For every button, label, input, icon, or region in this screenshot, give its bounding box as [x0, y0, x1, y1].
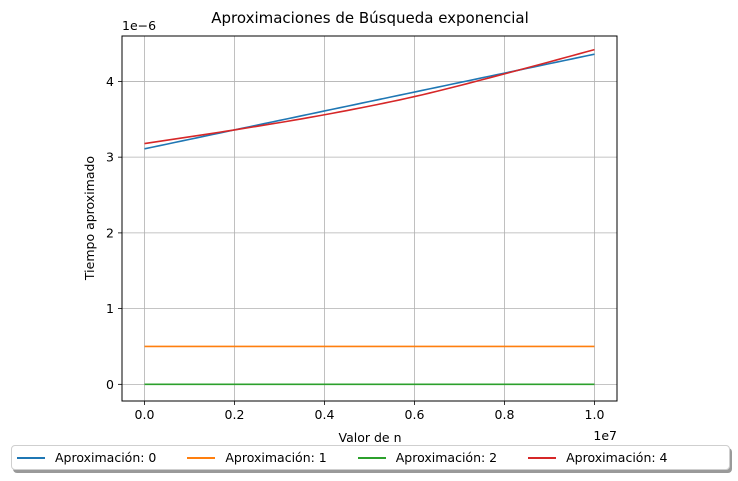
chart-legend: Aproximación: 0 Aproximación: 1 Aproximaci… [11, 445, 730, 470]
series-lines [144, 48, 595, 386]
y-tick-label: 2 [106, 225, 114, 240]
x-tick-label: 0.8 [495, 407, 515, 422]
y-tick-label: 1 [106, 301, 114, 316]
x-tick-label: 0.0 [135, 407, 155, 422]
chart-title: Aproximaciones de Búsqueda exponencial [211, 9, 529, 27]
plot-frame [121, 35, 618, 402]
x-tick-label: 0.2 [225, 407, 245, 422]
legend-swatch [187, 456, 216, 459]
x-tick-label: 1.0 [585, 407, 605, 422]
legend-swatch [528, 456, 557, 459]
legend-item: Aproximación: 0 [17, 450, 156, 465]
legend-swatch [17, 456, 45, 459]
x-offset-text: 1e7 [593, 428, 617, 443]
legend-label: Aproximación: 0 [55, 450, 157, 465]
x-axis-label: Valor de n [339, 430, 402, 445]
x-tick-label: 0.6 [405, 407, 425, 422]
legend-item: Aproximación: 2 [357, 450, 498, 465]
y-tick-label: 4 [106, 74, 114, 89]
legend-item: Aproximación: 1 [187, 450, 327, 465]
legend-item: Aproximación: 4 [528, 450, 668, 465]
y-offset-text: 1e−6 [122, 18, 156, 33]
legend-label: Aproximación: 1 [225, 450, 327, 465]
axis-ticks: 0.0 0.2 0.4 0.6 0.8 1.0 0 1 2 3 4 [106, 74, 604, 422]
legend-label: Aproximación: 4 [566, 450, 668, 465]
x-tick-label: 0.4 [315, 407, 335, 422]
legend-label: Aproximación: 2 [395, 450, 498, 465]
series-line [144, 48, 595, 145]
y-tick-label: 0 [106, 377, 114, 392]
y-tick-label: 3 [106, 150, 114, 165]
legend-swatch [357, 456, 386, 459]
y-axis-label: Tiempo aproximado [82, 156, 97, 281]
